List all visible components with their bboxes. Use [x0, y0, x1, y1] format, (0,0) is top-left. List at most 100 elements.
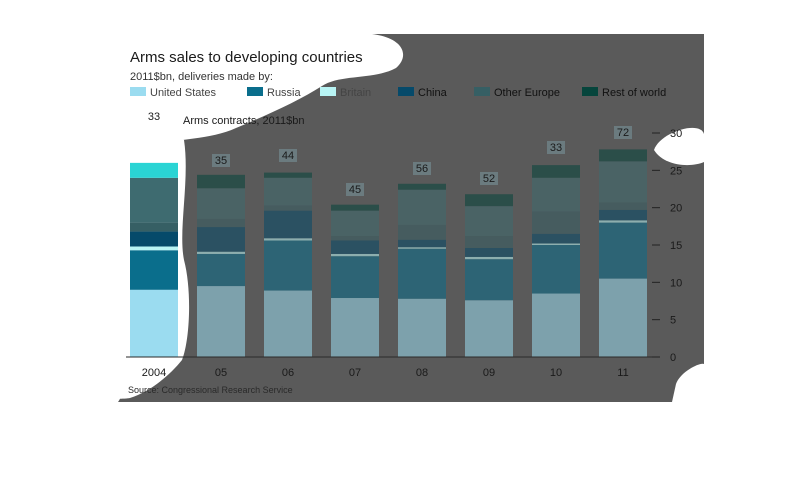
bar-segment: [398, 298, 446, 357]
bar-segment: [331, 253, 379, 257]
contract-label-bg: [547, 141, 565, 154]
bar-segment: [130, 177, 178, 223]
bar-segment: [197, 253, 245, 287]
x-tick-label: 05: [215, 367, 227, 379]
bar-segment: [331, 240, 379, 254]
bar-segment: [465, 206, 513, 237]
bar-segment: [532, 177, 580, 212]
bar-segment: [599, 222, 647, 279]
bar-segment: [197, 251, 245, 254]
y-tick-label: 20: [670, 203, 682, 215]
y-tick-label: 15: [670, 240, 682, 252]
chart-subtitle: 2011$bn, deliveries made by:: [130, 71, 273, 83]
bar-segment: [264, 240, 312, 291]
bar-segment: [130, 231, 178, 247]
legend-swatch-2: [320, 87, 336, 96]
bar-segment: [532, 211, 580, 234]
contract-label-bg: [212, 154, 230, 167]
bar-segment: [398, 247, 446, 249]
title-highlight: [108, 34, 404, 160]
bar-segment: [398, 224, 446, 240]
bar-segment: [264, 177, 312, 206]
bar-segment: [398, 189, 446, 225]
x-tick-label: 2004: [142, 367, 166, 379]
contract-value-label: 33: [148, 111, 160, 123]
legend-swatch-4: [474, 87, 490, 96]
bar-segment: [532, 243, 580, 245]
y-tick-label: 10: [670, 277, 682, 289]
bar-segment: [264, 205, 312, 211]
right-highlight-top: [654, 127, 704, 166]
bar-segment: [264, 210, 312, 239]
x-tick-label: 11: [617, 367, 628, 379]
contract-label-bg: [413, 162, 431, 175]
x-tick-label: 06: [282, 367, 294, 379]
bar-segment: [331, 236, 379, 241]
legend-swatch-1: [247, 87, 263, 96]
bars: [130, 149, 647, 357]
bar-segment-top: [130, 162, 178, 178]
bar-segment: [130, 246, 178, 251]
y-tick-label: 0: [670, 352, 676, 364]
contract-value-label: 44: [282, 150, 294, 162]
contract-label-bg: [480, 172, 498, 185]
legend-label-1: Russia: [267, 87, 302, 99]
y-tick-label: 25: [670, 165, 682, 177]
bar-segment: [465, 194, 513, 207]
bar-segment: [264, 290, 312, 357]
bar-segment: [599, 161, 647, 203]
bar-segment: [532, 165, 580, 178]
bar-segment: [331, 210, 379, 237]
contract-value-label: 72: [617, 127, 629, 139]
bar-segment: [465, 247, 513, 257]
bar-segment: [599, 278, 647, 357]
bar-segment: [465, 259, 513, 301]
contract-label-bg: [614, 126, 632, 139]
x-tick-label: 09: [483, 367, 495, 379]
bar-segment: [130, 222, 178, 232]
chart-title: Arms sales to developing countries: [130, 49, 363, 66]
bar-segment: [532, 293, 580, 357]
bar-segment: [398, 183, 446, 190]
bar-segment: [264, 238, 312, 241]
y-axis: 0 5 10 15 20 25 30: [126, 128, 682, 364]
y-tick-label: 5: [670, 315, 676, 327]
left-highlight-bottom: [108, 377, 123, 402]
legend-swatch-5: [582, 87, 598, 96]
bar-segment: [197, 218, 245, 228]
right-highlight-bottom: [672, 363, 704, 402]
bar-segment: [331, 256, 379, 299]
bar-segment: [465, 236, 513, 248]
bar-segment: [331, 298, 379, 357]
bar-segment: [197, 227, 245, 252]
y-tick-label: 30: [670, 128, 682, 140]
bar-segment: [197, 188, 245, 219]
x-tick-label: 08: [416, 367, 428, 379]
legend: United States Russia Britain China Other Eur…: [130, 87, 666, 99]
contract-labels: 33 35 44 45 56 52 33 72: [148, 111, 632, 196]
x-tick-label: 07: [349, 367, 361, 379]
contract-value-label: 45: [349, 184, 361, 196]
bar-segment: [465, 256, 513, 260]
legend-label-2: Britain: [340, 87, 371, 99]
legend-swatch-0: [130, 87, 146, 96]
legend-label-4: Other Europe: [494, 87, 560, 99]
contract-value-label: 35: [215, 155, 227, 167]
bar-segment: [465, 300, 513, 357]
legend-label-5: Rest of world: [602, 87, 666, 99]
legend-swatch-3: [398, 87, 414, 96]
bar-segment: [398, 239, 446, 248]
bar-segment: [130, 250, 178, 290]
contract-label-bg: [279, 149, 297, 162]
bar-segment: [264, 172, 312, 178]
contract-value-label: 52: [483, 173, 495, 185]
bar-segment: [599, 149, 647, 162]
contract-value-label: 56: [416, 163, 428, 175]
bar-segment: [130, 289, 178, 357]
bar-segment: [197, 174, 245, 189]
legend-label-0: United States: [150, 87, 217, 99]
bar-segment: [197, 286, 245, 357]
bar-segment: [331, 204, 379, 211]
legend-label-3: China: [418, 87, 448, 99]
